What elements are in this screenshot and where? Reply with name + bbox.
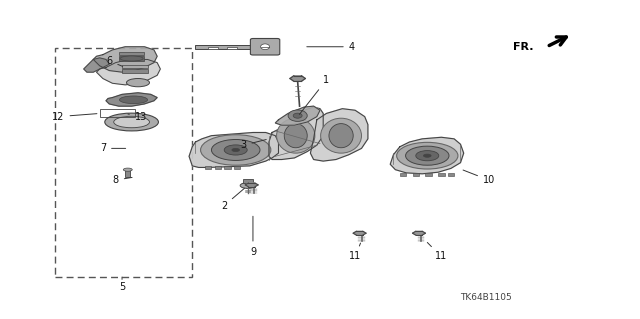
Bar (413, 173, 419, 176)
Ellipse shape (260, 44, 269, 50)
Ellipse shape (240, 183, 255, 189)
Text: 12: 12 (52, 112, 97, 122)
Text: 4: 4 (307, 42, 355, 52)
Text: 10: 10 (463, 170, 495, 185)
Bar (234, 167, 240, 169)
Polygon shape (413, 231, 426, 235)
Bar (55, 48, 192, 277)
Bar (227, 47, 237, 49)
Ellipse shape (120, 96, 148, 104)
Text: 1: 1 (300, 75, 330, 115)
Polygon shape (106, 93, 157, 106)
Ellipse shape (224, 145, 247, 155)
Text: 11: 11 (428, 242, 447, 261)
Bar (426, 173, 432, 176)
Bar (195, 45, 253, 49)
Bar (205, 167, 211, 169)
Text: 3: 3 (241, 139, 266, 150)
Text: 7: 7 (100, 143, 125, 153)
Polygon shape (290, 76, 305, 81)
Bar (122, 69, 148, 73)
Bar (100, 109, 135, 117)
Bar (119, 51, 145, 55)
Ellipse shape (329, 123, 353, 148)
Text: 11: 11 (349, 243, 362, 261)
Polygon shape (245, 183, 258, 187)
Bar (438, 173, 445, 176)
Text: 2: 2 (221, 188, 244, 211)
Ellipse shape (232, 148, 239, 152)
Bar (448, 173, 454, 176)
Text: 6: 6 (106, 56, 123, 66)
Text: 9: 9 (250, 216, 256, 256)
Ellipse shape (120, 56, 143, 61)
Ellipse shape (424, 154, 431, 157)
Ellipse shape (124, 168, 132, 171)
Text: TK64B1105: TK64B1105 (461, 293, 512, 302)
Ellipse shape (276, 118, 315, 153)
Polygon shape (84, 58, 109, 72)
Ellipse shape (406, 146, 449, 165)
Text: FR.: FR. (513, 42, 534, 52)
Bar (125, 170, 131, 177)
Ellipse shape (200, 135, 271, 165)
Polygon shape (97, 59, 161, 85)
Polygon shape (269, 107, 323, 160)
Bar (400, 173, 406, 176)
Bar (122, 65, 148, 68)
Ellipse shape (321, 118, 362, 153)
FancyBboxPatch shape (250, 39, 280, 55)
Ellipse shape (114, 116, 150, 128)
Ellipse shape (284, 123, 307, 148)
Bar (119, 56, 145, 61)
Bar (208, 47, 218, 49)
Ellipse shape (288, 110, 307, 122)
Text: 8: 8 (113, 175, 132, 185)
Bar (224, 167, 230, 169)
Ellipse shape (293, 113, 302, 118)
Bar (243, 179, 253, 183)
Ellipse shape (416, 151, 439, 161)
Polygon shape (189, 132, 278, 167)
Text: 13: 13 (128, 112, 147, 122)
Polygon shape (390, 137, 464, 174)
Text: 5: 5 (119, 277, 125, 292)
Ellipse shape (105, 113, 159, 131)
Bar (214, 167, 221, 169)
Ellipse shape (211, 139, 260, 160)
Ellipse shape (397, 142, 458, 169)
Polygon shape (310, 109, 368, 161)
Ellipse shape (127, 78, 150, 87)
Polygon shape (93, 47, 157, 72)
Polygon shape (353, 231, 366, 235)
Polygon shape (275, 106, 320, 125)
